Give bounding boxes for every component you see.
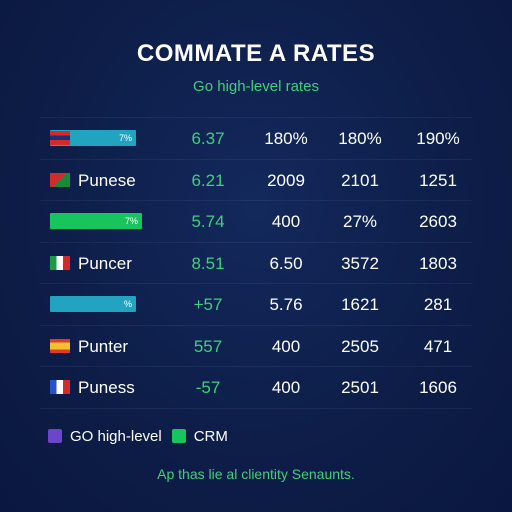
legend-item-crm: CRM bbox=[171, 427, 228, 445]
row-divider bbox=[40, 117, 472, 118]
legend-swatch bbox=[171, 429, 186, 443]
table-cell: 8.51 bbox=[191, 253, 225, 273]
row-divider bbox=[40, 366, 472, 367]
table-cell: 1803 bbox=[419, 253, 457, 273]
row-label: Punter bbox=[78, 336, 129, 356]
table-cell: 2505 bbox=[341, 336, 379, 356]
flag-icon bbox=[50, 131, 70, 145]
flag-icon bbox=[50, 255, 70, 270]
row-label: Puncer bbox=[78, 253, 132, 273]
table-row: 7% 5.74 400 27% 2603 bbox=[0, 206, 512, 236]
legend-label: GO high-level bbox=[70, 427, 162, 445]
row-bar bbox=[50, 296, 136, 312]
table-cell: +57 bbox=[193, 295, 223, 314]
legend-label: CRM bbox=[193, 427, 228, 445]
row-divider bbox=[40, 407, 472, 409]
flag-icon bbox=[50, 380, 70, 394]
row-divider bbox=[40, 158, 472, 160]
table-cell: 471 bbox=[423, 336, 453, 356]
row-divider bbox=[40, 241, 472, 243]
bar-value-label: 7% bbox=[124, 216, 138, 226]
legend: GO high-level CRM bbox=[48, 426, 238, 446]
table-cell: 281 bbox=[423, 295, 453, 314]
legend-swatch bbox=[48, 429, 62, 443]
table-cell: 27% bbox=[342, 212, 378, 231]
bar-value-label: 7% bbox=[118, 133, 132, 143]
table-cell: -57 bbox=[195, 378, 221, 397]
legend-item-go-high-level: GO high-level bbox=[48, 428, 162, 445]
row-label: Punese bbox=[78, 170, 136, 190]
table-row: Punter 557 400 2505 471 bbox=[0, 331, 512, 361]
table-row: Punese 6.21 2009 2101 1251 bbox=[0, 165, 512, 195]
flag-icon bbox=[50, 172, 70, 187]
row-bar bbox=[50, 130, 136, 146]
table-cell: 3572 bbox=[341, 253, 379, 273]
table-cell: 180% bbox=[338, 129, 382, 148]
chart-subtitle: Go high-level rates bbox=[193, 78, 319, 95]
table-cell: 1621 bbox=[341, 295, 379, 314]
table-cell: 5.74 bbox=[191, 212, 225, 231]
table-cell: 1251 bbox=[419, 170, 457, 190]
table-cell: 180% bbox=[264, 129, 308, 148]
table-cell: 400 bbox=[271, 336, 301, 356]
table-cell: 2501 bbox=[341, 378, 379, 397]
row-label: Puness bbox=[78, 378, 135, 397]
table-cell: 400 bbox=[271, 378, 301, 397]
bar-value-label: % bbox=[123, 299, 132, 309]
table-row: % +57 5.76 1621 281 bbox=[0, 289, 512, 319]
row-bar bbox=[50, 213, 142, 229]
row-divider bbox=[40, 200, 472, 201]
table-cell: 5.76 bbox=[269, 295, 303, 314]
table-row: Puness -57 400 2501 1606 bbox=[0, 372, 512, 402]
row-divider bbox=[40, 283, 472, 284]
chart-footer: Ap thas lie al clientity Senaunts. bbox=[157, 466, 355, 482]
flag-icon bbox=[50, 338, 70, 353]
table-cell: 2603 bbox=[419, 212, 457, 231]
table-cell: 557 bbox=[193, 336, 223, 356]
table-cell: 2101 bbox=[341, 170, 379, 190]
table-cell: 190% bbox=[416, 129, 460, 148]
table-cell: 2009 bbox=[267, 170, 305, 190]
table-row: 7% 6.37 180% 180% 190% bbox=[0, 123, 512, 153]
table-row: Puncer 8.51 6.50 3572 1803 bbox=[0, 248, 512, 278]
table-cell: 6.37 bbox=[191, 129, 225, 148]
table-cell: 6.50 bbox=[269, 253, 303, 273]
row-divider bbox=[40, 324, 472, 326]
table-cell: 1606 bbox=[419, 378, 457, 397]
chart-title: COMMATE A RATES bbox=[136, 40, 376, 67]
table-cell: 400 bbox=[271, 212, 301, 231]
table-cell: 6.21 bbox=[191, 170, 225, 190]
